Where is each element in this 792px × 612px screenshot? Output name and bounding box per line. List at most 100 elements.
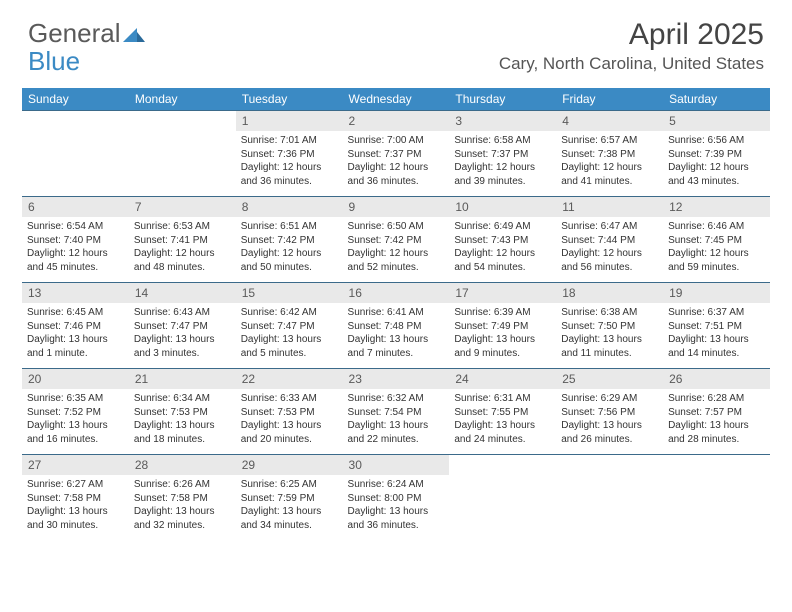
sunset-text: Sunset: 7:41 PM	[134, 234, 231, 248]
daylight-text: Daylight: 12 hours and 56 minutes.	[561, 247, 658, 274]
day-number: 12	[663, 197, 770, 217]
logo-mark-icon	[123, 18, 145, 49]
sunrise-text: Sunrise: 6:56 AM	[668, 134, 765, 148]
daylight-text: Daylight: 12 hours and 50 minutes.	[241, 247, 338, 274]
sunset-text: Sunset: 7:37 PM	[348, 148, 445, 162]
sunrise-text: Sunrise: 7:01 AM	[241, 134, 338, 148]
day-cell: 15Sunrise: 6:42 AMSunset: 7:47 PMDayligh…	[236, 283, 343, 369]
sunset-text: Sunset: 7:49 PM	[454, 320, 551, 334]
day-cell: 26Sunrise: 6:28 AMSunset: 7:57 PMDayligh…	[663, 369, 770, 455]
daylight-text: Daylight: 12 hours and 41 minutes.	[561, 161, 658, 188]
title-block: April 2025 Cary, North Carolina, United …	[499, 18, 764, 74]
day-cell: 6Sunrise: 6:54 AMSunset: 7:40 PMDaylight…	[22, 197, 129, 283]
day-cell: 2Sunrise: 7:00 AMSunset: 7:37 PMDaylight…	[343, 111, 450, 197]
sunrise-text: Sunrise: 6:39 AM	[454, 306, 551, 320]
logo: General	[28, 18, 145, 49]
sunset-text: Sunset: 7:53 PM	[134, 406, 231, 420]
sunset-text: Sunset: 7:52 PM	[27, 406, 124, 420]
day-number: 18	[556, 283, 663, 303]
day-cell: 11Sunrise: 6:47 AMSunset: 7:44 PMDayligh…	[556, 197, 663, 283]
day-number: 8	[236, 197, 343, 217]
day-cell: 17Sunrise: 6:39 AMSunset: 7:49 PMDayligh…	[449, 283, 556, 369]
daylight-text: Daylight: 13 hours and 18 minutes.	[134, 419, 231, 446]
daylight-text: Daylight: 13 hours and 11 minutes.	[561, 333, 658, 360]
sunrise-text: Sunrise: 6:28 AM	[668, 392, 765, 406]
sunrise-text: Sunrise: 6:41 AM	[348, 306, 445, 320]
day-number: 22	[236, 369, 343, 389]
day-number: 23	[343, 369, 450, 389]
daylight-text: Daylight: 13 hours and 5 minutes.	[241, 333, 338, 360]
sunrise-text: Sunrise: 6:37 AM	[668, 306, 765, 320]
sunset-text: Sunset: 7:43 PM	[454, 234, 551, 248]
day-number: 17	[449, 283, 556, 303]
day-cell: 18Sunrise: 6:38 AMSunset: 7:50 PMDayligh…	[556, 283, 663, 369]
day-number: 5	[663, 111, 770, 131]
sunset-text: Sunset: 7:44 PM	[561, 234, 658, 248]
day-cell: 27Sunrise: 6:27 AMSunset: 7:58 PMDayligh…	[22, 455, 129, 541]
day-number: 3	[449, 111, 556, 131]
day-cell: 12Sunrise: 6:46 AMSunset: 7:45 PMDayligh…	[663, 197, 770, 283]
week-row: 13Sunrise: 6:45 AMSunset: 7:46 PMDayligh…	[22, 283, 770, 369]
day-cell: 4Sunrise: 6:57 AMSunset: 7:38 PMDaylight…	[556, 111, 663, 197]
sunset-text: Sunset: 7:54 PM	[348, 406, 445, 420]
location-text: Cary, North Carolina, United States	[499, 54, 764, 74]
day-cell	[663, 455, 770, 541]
calendar-table: Sunday Monday Tuesday Wednesday Thursday…	[22, 88, 770, 541]
day-cell	[556, 455, 663, 541]
day-number: 27	[22, 455, 129, 475]
day-cell: 14 Sunrise: 6:43 AMSunset: 7:47 PMDayligh…	[129, 283, 236, 369]
sunrise-text: Sunrise: 6:57 AM	[561, 134, 658, 148]
week-row: 27Sunrise: 6:27 AMSunset: 7:58 PMDayligh…	[22, 455, 770, 541]
month-title: April 2025	[499, 18, 764, 52]
sunset-text: Sunset: 7:51 PM	[668, 320, 765, 334]
daylight-text: Daylight: 13 hours and 34 minutes.	[241, 505, 338, 532]
daylight-text: Daylight: 13 hours and 28 minutes.	[668, 419, 765, 446]
sunset-text: Sunset: 7:56 PM	[561, 406, 658, 420]
sunset-text: Sunset: 7:58 PM	[134, 492, 231, 506]
sunrise-text: Sunrise: 6:54 AM	[27, 220, 124, 234]
day-number: 2	[343, 111, 450, 131]
daylight-text: Daylight: 13 hours and 22 minutes.	[348, 419, 445, 446]
daylight-text: Daylight: 12 hours and 43 minutes.	[668, 161, 765, 188]
sunset-text: Sunset: 7:45 PM	[668, 234, 765, 248]
sunset-text: Sunset: 7:42 PM	[241, 234, 338, 248]
daylight-text: Daylight: 13 hours and 1 minute.	[27, 333, 124, 360]
day-cell: 19 Sunrise: 6:37 AMSunset: 7:51 PMDayligh…	[663, 283, 770, 369]
daylight-text: Daylight: 13 hours and 32 minutes.	[134, 505, 231, 532]
sunrise-text: Sunrise: 6:43 AM	[134, 306, 231, 320]
day-number: 16	[343, 283, 450, 303]
sunrise-text: Sunrise: 6:25 AM	[241, 478, 338, 492]
day-number: 29	[236, 455, 343, 475]
sunrise-text: Sunrise: 6:38 AM	[561, 306, 658, 320]
day-number: 28	[129, 455, 236, 475]
day-header: Monday	[129, 88, 236, 111]
sunset-text: Sunset: 7:37 PM	[454, 148, 551, 162]
sunrise-text: Sunrise: 6:47 AM	[561, 220, 658, 234]
daylight-text: Daylight: 13 hours and 20 minutes.	[241, 419, 338, 446]
day-cell: 9Sunrise: 6:50 AMSunset: 7:42 PMDaylight…	[343, 197, 450, 283]
day-header: Tuesday	[236, 88, 343, 111]
sunset-text: Sunset: 7:47 PM	[134, 320, 231, 334]
sunrise-text: Sunrise: 6:49 AM	[454, 220, 551, 234]
day-number: 19	[663, 283, 770, 303]
daylight-text: Daylight: 13 hours and 14 minutes.	[668, 333, 765, 360]
sunset-text: Sunset: 7:58 PM	[27, 492, 124, 506]
daylight-text: Daylight: 12 hours and 45 minutes.	[27, 247, 124, 274]
logo-text-blue: Blue	[28, 46, 80, 77]
day-cell: 29Sunrise: 6:25 AMSunset: 7:59 PMDayligh…	[236, 455, 343, 541]
daylight-text: Daylight: 13 hours and 3 minutes.	[134, 333, 231, 360]
day-number: 21	[129, 369, 236, 389]
sunrise-text: Sunrise: 6:51 AM	[241, 220, 338, 234]
sunrise-text: Sunrise: 6:31 AM	[454, 392, 551, 406]
daylight-text: Daylight: 12 hours and 52 minutes.	[348, 247, 445, 274]
logo-text-general: General	[28, 18, 121, 49]
sunset-text: Sunset: 7:36 PM	[241, 148, 338, 162]
day-cell: 30Sunrise: 6:24 AMSunset: 8:00 PMDayligh…	[343, 455, 450, 541]
sunrise-text: Sunrise: 6:46 AM	[668, 220, 765, 234]
day-number: 14	[129, 283, 236, 303]
sunset-text: Sunset: 7:38 PM	[561, 148, 658, 162]
day-cell: 10Sunrise: 6:49 AMSunset: 7:43 PMDayligh…	[449, 197, 556, 283]
day-cell: 22Sunrise: 6:33 AMSunset: 7:53 PMDayligh…	[236, 369, 343, 455]
sunset-text: Sunset: 7:55 PM	[454, 406, 551, 420]
day-number: 20	[22, 369, 129, 389]
